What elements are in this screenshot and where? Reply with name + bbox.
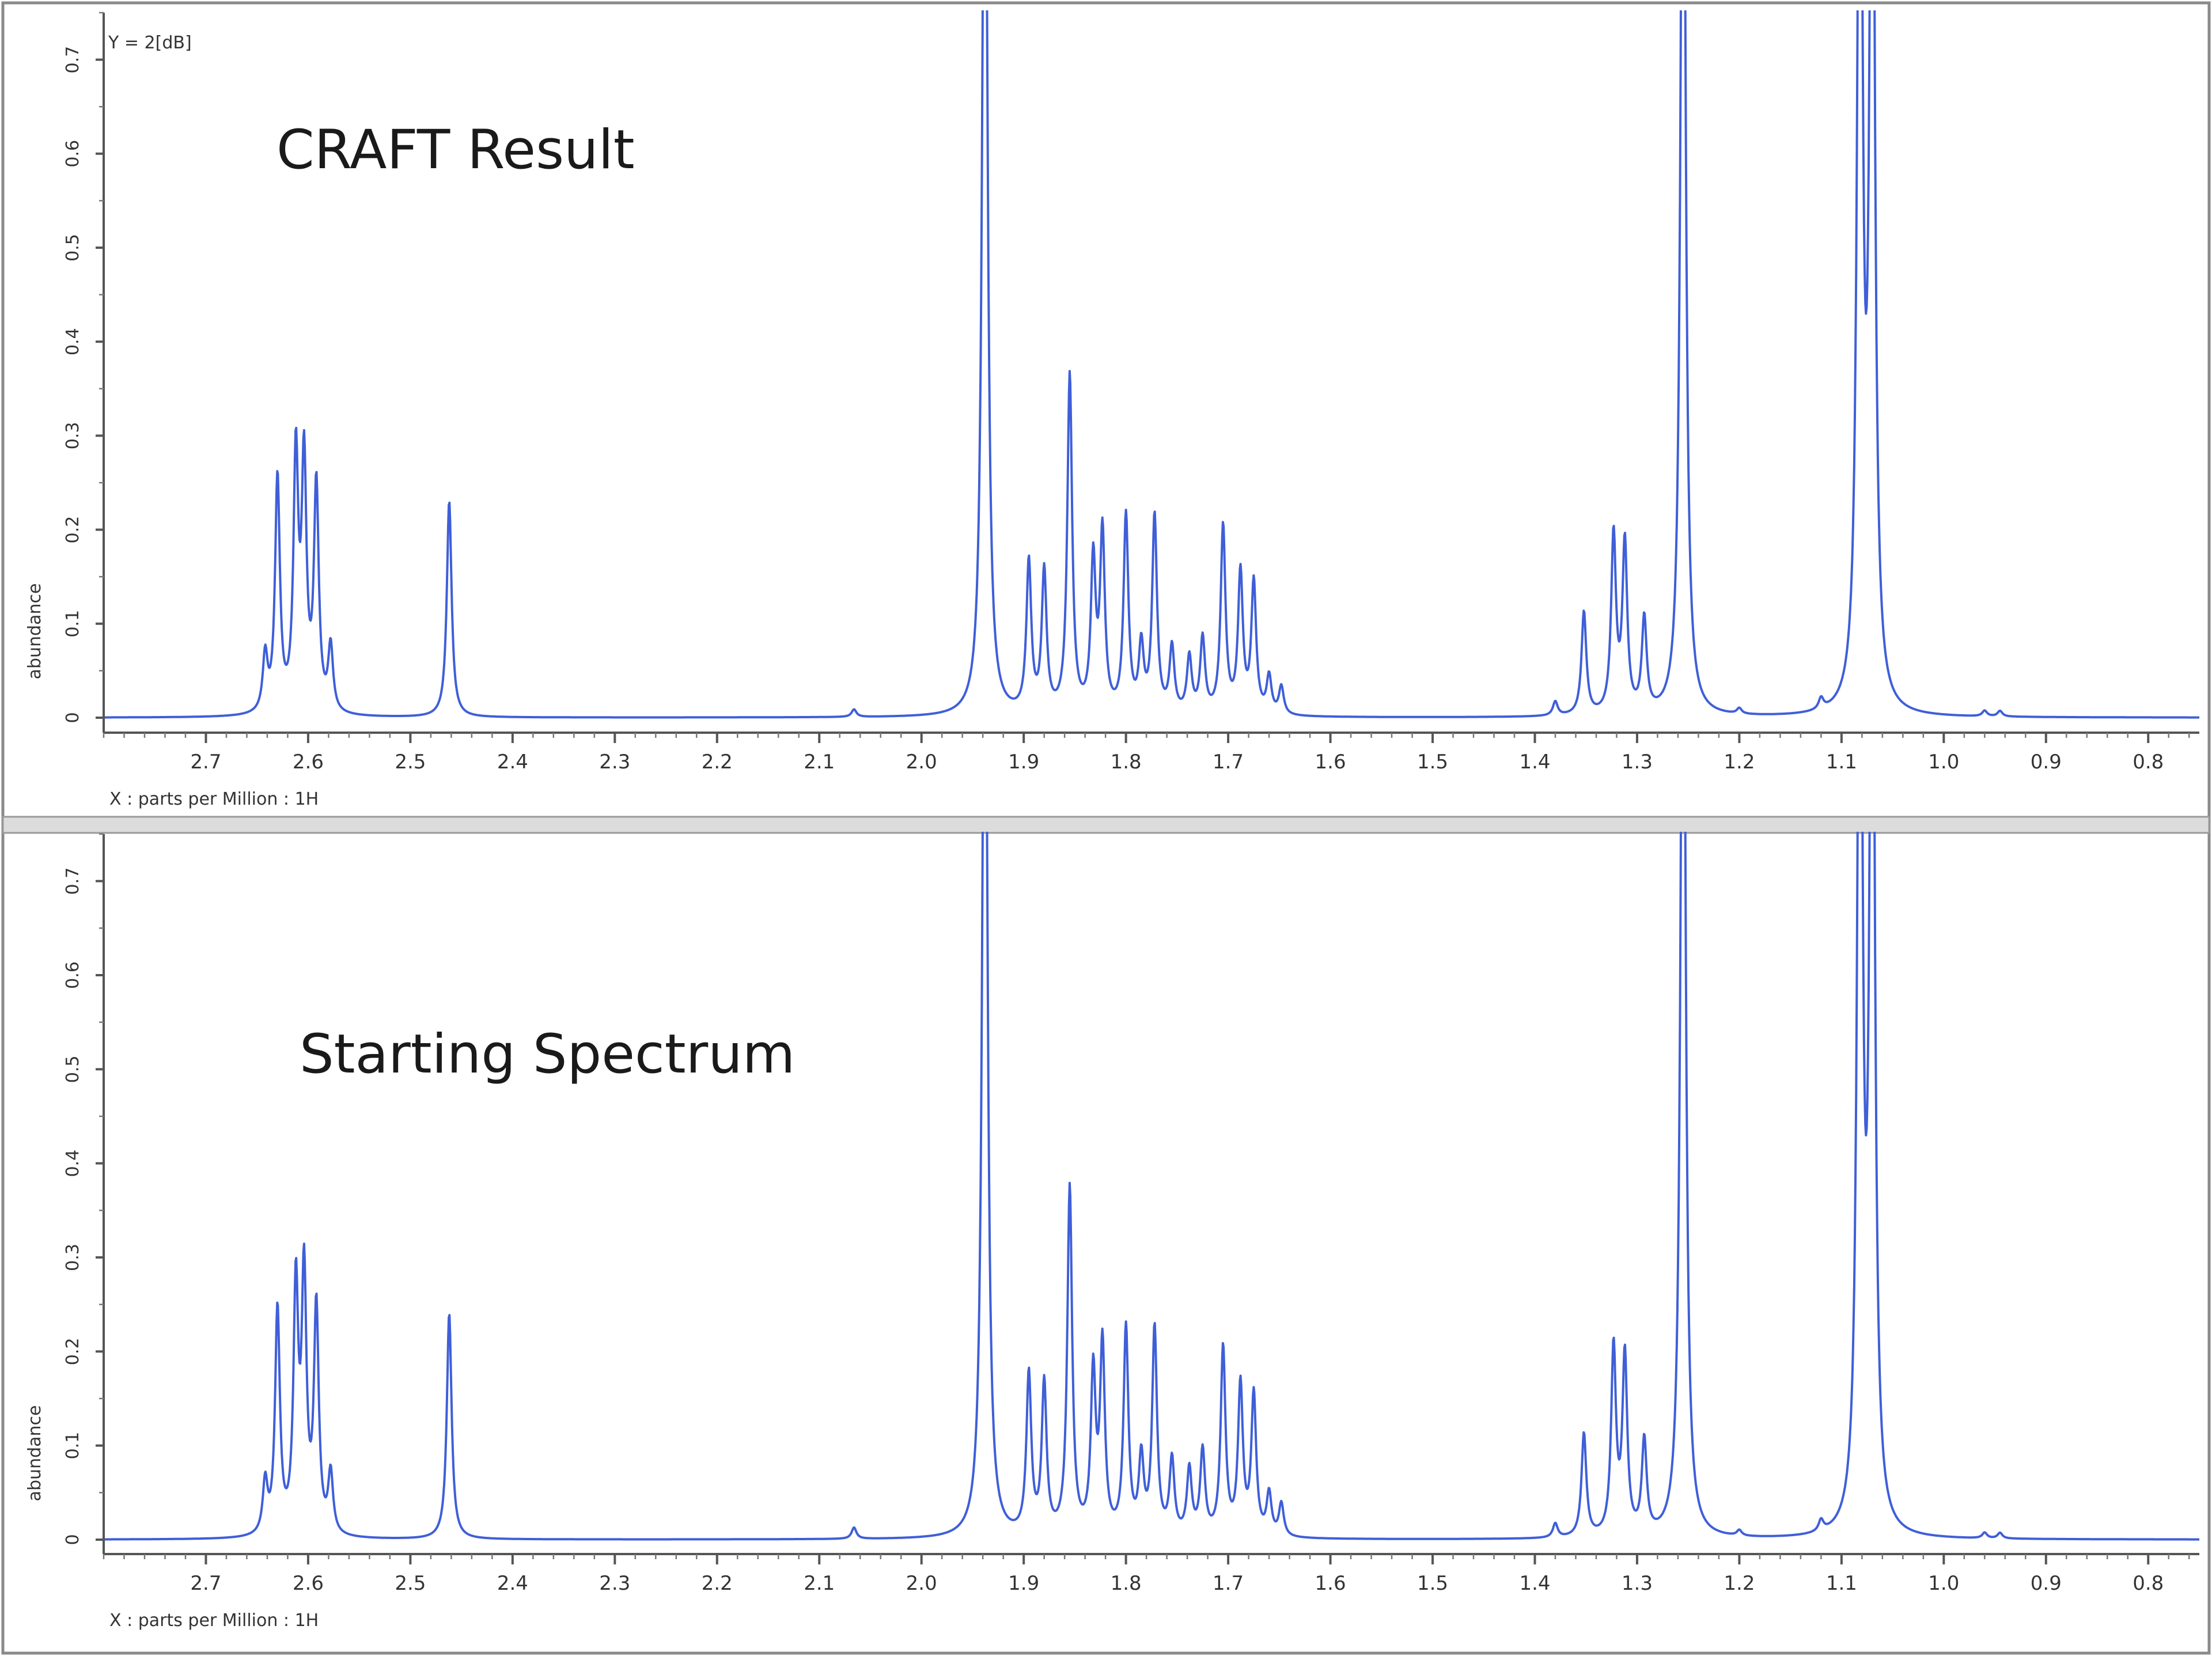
y-tick-label: 0.5 <box>63 234 83 262</box>
y-tick-label: 0.3 <box>63 1244 83 1271</box>
x-tick-label: 1.5 <box>1417 1572 1448 1595</box>
x-tick-label: 1.6 <box>1315 751 1346 774</box>
panel-title: Starting Spectrum <box>300 1023 795 1086</box>
x-tick-label: 1.0 <box>1928 1572 1959 1595</box>
chart-panel-craft-result: 2.7 2.6 2.5 2.4 2.3 2.2 2.1 2.0 1.9 1.8 1.7 1.6 1.5 1… <box>25 10 2199 809</box>
x-tick-label: 2.2 <box>702 1572 733 1595</box>
y-tick-label: 0.7 <box>63 46 83 74</box>
x-tick-label: 1.1 <box>1826 1572 1857 1595</box>
x-tick-label: 1.7 <box>1213 751 1244 774</box>
x-tick-label: 1.2 <box>1724 751 1755 774</box>
x-tick-label: 1.1 <box>1826 751 1857 774</box>
y-tick-label: 0 <box>63 1534 83 1545</box>
panel-title: CRAFT Result <box>276 119 635 181</box>
x-tick-label: 2.0 <box>906 1572 937 1595</box>
chart-panel-starting-spectrum: 2.7 2.6 2.5 2.4 2.3 2.2 2.1 2.0 1.9 1.8 1.7 1.6 1.5 1… <box>25 832 2199 1631</box>
y-tick-label: 0 <box>63 712 83 723</box>
x-tick-label: 2.2 <box>702 751 733 774</box>
x-tick-label: 2.0 <box>906 751 937 774</box>
x-axis-label: X : parts per Million : 1H <box>109 1610 319 1631</box>
x-tick-label: 0.8 <box>2133 751 2164 774</box>
y-tick-label: 0.4 <box>63 328 83 355</box>
y-tick-label: 0.1 <box>63 610 83 638</box>
x-tick-label: 1.7 <box>1213 1572 1244 1595</box>
x-tick-label: 2.1 <box>804 1572 835 1595</box>
x-tick-label: 2.4 <box>497 751 528 774</box>
x-tick-label: 2.6 <box>293 751 324 774</box>
y-tick-label: 0.1 <box>63 1432 83 1460</box>
x-tick-label: 1.2 <box>1724 1572 1755 1595</box>
y-tick-label: 0.3 <box>63 422 83 450</box>
x-tick-label: 1.8 <box>1111 1572 1142 1595</box>
y-axis-label: abundance <box>25 583 45 680</box>
x-tick-label: 2.3 <box>599 751 630 774</box>
panel-divider <box>2 816 2210 834</box>
x-tick-label: 0.9 <box>2031 1572 2062 1595</box>
x-tick-label: 1.3 <box>1622 1572 1653 1595</box>
x-tick-label: 1.5 <box>1417 751 1448 774</box>
y-tick-label: 0.2 <box>63 516 83 544</box>
x-tick-label: 2.5 <box>395 1572 426 1595</box>
y-axis-label: abundance <box>25 1405 45 1502</box>
x-tick-label: 2.6 <box>293 1572 324 1595</box>
spectrum-trace <box>104 10 2199 719</box>
y-tick-label: 0.6 <box>63 961 83 989</box>
spectrum-trace <box>104 832 2199 1541</box>
x-tick-label: 2.3 <box>599 1572 630 1595</box>
x-tick-label: 1.4 <box>1519 1572 1550 1595</box>
x-tick-label: 1.9 <box>1008 1572 1039 1595</box>
x-tick-label: 1.0 <box>1928 751 1959 774</box>
scale-corner-label: Y = 2[dB] <box>108 33 192 53</box>
y-tick-label: 0.7 <box>63 867 83 895</box>
y-tick-label: 0.6 <box>63 140 83 168</box>
x-tick-label: 1.8 <box>1111 751 1142 774</box>
x-tick-label: 1.9 <box>1008 751 1039 774</box>
x-tick-label: 2.7 <box>190 1572 221 1595</box>
x-tick-label: 1.3 <box>1622 751 1653 774</box>
x-tick-label: 1.6 <box>1315 1572 1346 1595</box>
y-tick-label: 0.5 <box>63 1055 83 1083</box>
y-tick-label: 0.2 <box>63 1337 83 1365</box>
x-tick-label: 1.4 <box>1519 751 1550 774</box>
x-tick-label: 2.4 <box>497 1572 528 1595</box>
x-tick-label: 2.7 <box>190 751 221 774</box>
x-tick-label: 2.1 <box>804 751 835 774</box>
x-tick-label: 0.8 <box>2133 1572 2164 1595</box>
x-axis-label: X : parts per Million : 1H <box>109 789 319 809</box>
y-tick-label: 0.4 <box>63 1150 83 1177</box>
x-tick-label: 0.9 <box>2031 751 2062 774</box>
x-tick-label: 2.5 <box>395 751 426 774</box>
